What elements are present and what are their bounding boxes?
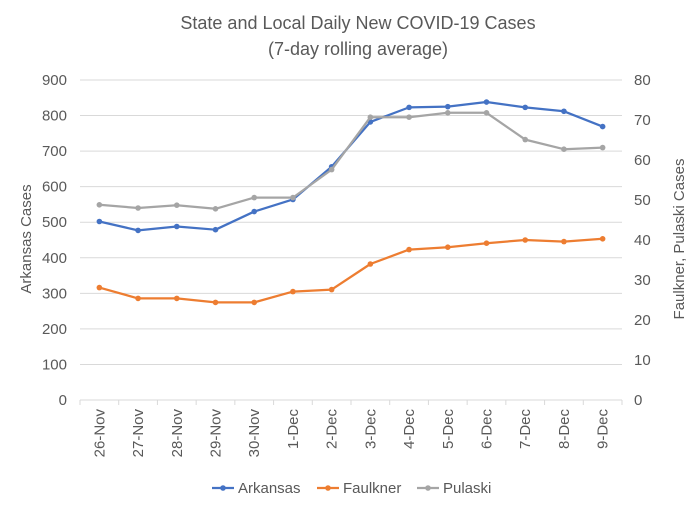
x-tick-label: 28-Nov — [169, 409, 186, 458]
y2-axis-title: Faulkner, Pulaski Cases — [671, 159, 688, 320]
y2-tick-label: 50 — [634, 192, 651, 209]
y-tick-label: 700 — [42, 143, 67, 160]
y-tick-label: 300 — [42, 285, 67, 302]
y2-tick-label: 0 — [634, 392, 642, 409]
x-tick-label: 29-Nov — [208, 409, 225, 458]
legend-marker — [325, 485, 331, 491]
gridlines — [79, 79, 623, 405]
y-tick-label: 200 — [42, 321, 67, 338]
y2-tick-label: 80 — [634, 72, 651, 89]
legend: Arkansas Faulkner Pulaski — [212, 480, 491, 497]
y2-tick-label: 20 — [634, 312, 651, 329]
series-group — [96, 99, 606, 306]
legend-label: Arkansas — [238, 480, 301, 497]
data-point — [173, 202, 180, 208]
data-point — [444, 110, 451, 116]
data-point — [406, 246, 412, 253]
data-point — [96, 218, 103, 225]
legend-label: Faulkner — [343, 480, 401, 497]
legend-marker — [220, 485, 226, 491]
data-point — [599, 123, 606, 130]
data-point — [561, 238, 567, 245]
data-point — [173, 295, 180, 302]
data-point — [367, 114, 374, 120]
data-point — [135, 295, 141, 302]
y-tick-label: 0 — [59, 392, 67, 409]
data-point — [599, 236, 606, 242]
data-point — [96, 284, 103, 291]
chart-title: State and Local Daily New COVID-19 Cases — [180, 13, 535, 33]
y2-tick-label: 60 — [634, 152, 651, 169]
data-point — [251, 299, 258, 306]
y2-tick-label: 40 — [634, 232, 651, 249]
data-point — [522, 104, 529, 111]
data-point — [135, 205, 141, 211]
data-point — [212, 206, 219, 212]
data-point — [406, 114, 412, 120]
data-point — [328, 286, 335, 293]
y-tick-label: 100 — [42, 356, 67, 373]
y2-axis-ticks: 0 10 20 30 40 50 60 70 80 — [634, 72, 651, 409]
data-point — [212, 299, 219, 306]
legend-label: Pulaski — [443, 480, 491, 497]
x-tick-label: 8-Dec — [556, 409, 573, 450]
data-point — [561, 108, 567, 115]
data-point — [522, 136, 529, 143]
y-tick-label: 900 — [42, 72, 67, 89]
data-point — [251, 194, 258, 201]
legend-item-pulaski: Pulaski — [417, 480, 491, 497]
x-tick-label: 27-Nov — [130, 409, 147, 458]
x-tick-label: 2-Dec — [324, 409, 341, 450]
data-point — [290, 288, 296, 295]
y-tick-label: 600 — [42, 179, 67, 196]
x-tick-label: 30-Nov — [246, 409, 263, 458]
y2-tick-label: 30 — [634, 272, 651, 289]
data-point — [367, 261, 374, 267]
data-point — [483, 110, 490, 116]
y-tick-label: 500 — [42, 214, 67, 231]
series-line-arkansas — [99, 100, 604, 232]
x-tick-label: 26-Nov — [91, 409, 108, 458]
y2-tick-label: 70 — [634, 112, 651, 129]
chart-subtitle: (7-day rolling average) — [268, 39, 448, 59]
data-point — [444, 103, 451, 110]
data-point — [290, 194, 296, 201]
series-pulaski — [96, 110, 606, 212]
data-point — [522, 237, 529, 243]
series-line-pulaski — [99, 111, 603, 210]
data-point — [561, 146, 567, 152]
y-axis-ticks: 0 100 200 300 400 500 600 700 800 900 — [42, 72, 67, 409]
data-point — [599, 144, 606, 151]
x-tick-label: 9-Dec — [595, 409, 612, 450]
x-tick-label: 7-Dec — [517, 409, 534, 450]
data-point — [444, 244, 451, 250]
data-point — [135, 227, 141, 234]
data-point — [483, 99, 490, 105]
y-axis-title: Arkansas Cases — [18, 184, 35, 293]
series-arkansas — [96, 99, 606, 234]
legend-marker — [425, 485, 431, 491]
data-point — [173, 223, 180, 230]
x-tick-label: 1-Dec — [285, 409, 302, 450]
data-point — [212, 226, 219, 233]
x-tick-label: 3-Dec — [362, 409, 379, 450]
legend-item-arkansas: Arkansas — [212, 480, 301, 497]
legend-item-faulkner: Faulkner — [317, 480, 401, 497]
x-tick-label: 4-Dec — [401, 409, 418, 450]
series-faulkner — [96, 236, 606, 306]
y2-tick-label: 10 — [634, 352, 651, 369]
x-tick-label: 5-Dec — [440, 409, 457, 450]
data-point — [483, 240, 490, 246]
y-tick-label: 400 — [42, 250, 67, 267]
series-line-faulkner — [99, 237, 603, 304]
data-point — [406, 104, 412, 111]
data-point — [251, 208, 258, 215]
x-tick-label: 6-Dec — [479, 409, 496, 450]
y-tick-label: 800 — [42, 108, 67, 125]
data-point — [96, 202, 103, 208]
x-axis-ticks: 26-Nov 27-Nov 28-Nov 29-Nov 30-Nov 1-Dec 2-Dec… — [91, 409, 611, 458]
data-point — [328, 166, 335, 173]
